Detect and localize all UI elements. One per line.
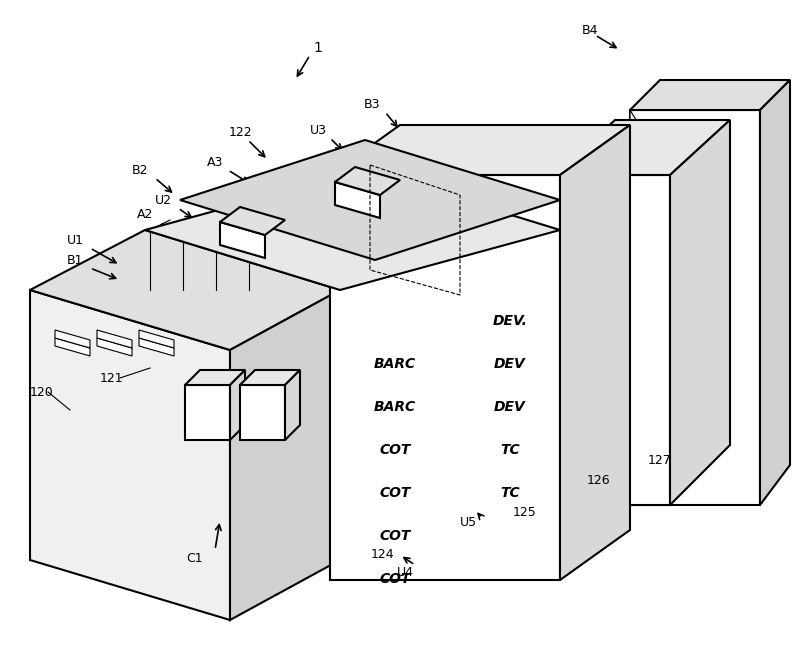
- Text: DEV: DEV: [494, 400, 526, 414]
- Polygon shape: [670, 120, 730, 505]
- Text: 127: 127: [648, 454, 672, 467]
- Text: 124: 124: [370, 549, 394, 562]
- Text: U4: U4: [397, 566, 414, 579]
- Text: B3: B3: [364, 98, 380, 111]
- Polygon shape: [230, 370, 245, 440]
- Polygon shape: [139, 330, 174, 348]
- Polygon shape: [220, 207, 285, 235]
- Text: A3: A3: [207, 156, 223, 169]
- Text: COT: COT: [379, 572, 410, 586]
- Polygon shape: [230, 290, 340, 620]
- Text: BARC: BARC: [374, 357, 416, 371]
- Text: B1: B1: [66, 253, 83, 266]
- Text: U1: U1: [66, 234, 83, 247]
- Polygon shape: [55, 330, 90, 348]
- Polygon shape: [335, 167, 400, 195]
- Text: 120: 120: [30, 385, 54, 398]
- Text: 122: 122: [228, 126, 252, 139]
- Text: C1: C1: [186, 551, 203, 564]
- Polygon shape: [630, 110, 670, 505]
- Polygon shape: [630, 110, 760, 505]
- Polygon shape: [185, 370, 245, 385]
- Polygon shape: [55, 338, 90, 356]
- Text: B4: B4: [582, 23, 598, 36]
- Text: U5: U5: [459, 516, 477, 529]
- Text: DEV.: DEV.: [493, 314, 527, 328]
- Polygon shape: [185, 385, 230, 440]
- Text: TC: TC: [500, 443, 520, 457]
- Polygon shape: [240, 370, 300, 385]
- Polygon shape: [630, 80, 790, 110]
- Text: BARC: BARC: [374, 400, 416, 414]
- Text: COT: COT: [379, 486, 410, 500]
- Polygon shape: [555, 120, 730, 175]
- Polygon shape: [555, 175, 670, 505]
- Text: 126: 126: [586, 473, 610, 486]
- Polygon shape: [330, 125, 630, 175]
- Polygon shape: [97, 338, 132, 356]
- Polygon shape: [30, 290, 230, 620]
- Polygon shape: [285, 370, 300, 440]
- Polygon shape: [180, 140, 560, 260]
- Text: 125: 125: [513, 505, 537, 518]
- Text: U2: U2: [154, 193, 171, 206]
- Polygon shape: [30, 230, 340, 350]
- Text: DEV: DEV: [494, 357, 526, 371]
- Text: B2: B2: [132, 163, 148, 176]
- Polygon shape: [240, 385, 285, 440]
- Text: COT: COT: [379, 443, 410, 457]
- Text: U3: U3: [310, 124, 326, 137]
- Text: 1: 1: [314, 41, 322, 55]
- Text: A2: A2: [137, 208, 153, 221]
- Text: 121: 121: [100, 372, 124, 385]
- Text: COT: COT: [379, 529, 410, 543]
- Polygon shape: [560, 125, 630, 580]
- Polygon shape: [145, 170, 560, 290]
- Polygon shape: [220, 222, 265, 258]
- Polygon shape: [335, 182, 380, 218]
- Text: TC: TC: [500, 486, 520, 500]
- Polygon shape: [97, 330, 132, 348]
- Polygon shape: [139, 338, 174, 356]
- Polygon shape: [760, 80, 790, 505]
- Polygon shape: [330, 175, 560, 580]
